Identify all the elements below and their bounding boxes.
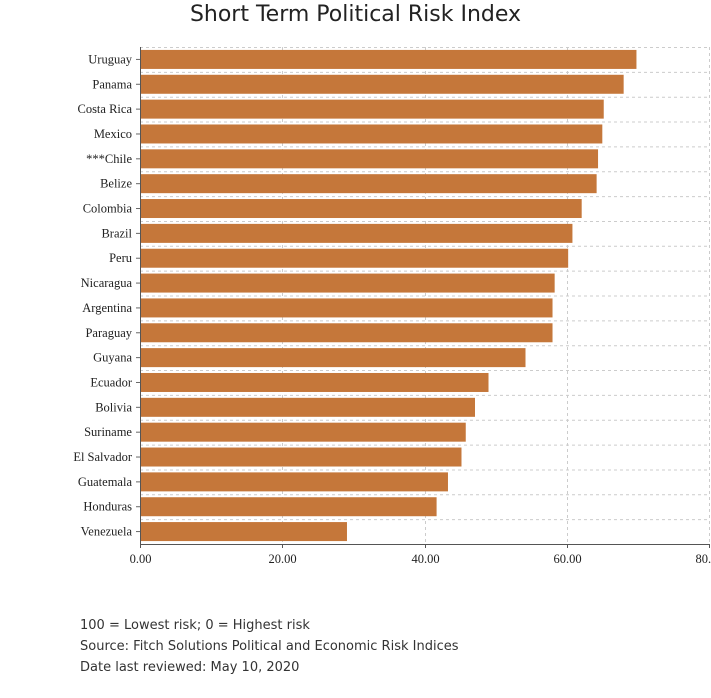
bar [140, 273, 555, 293]
category-label: Belize [100, 177, 132, 191]
bar [140, 124, 603, 144]
category-label: Ecuador [90, 375, 132, 389]
bar [140, 298, 553, 318]
category-label: El Salvador [73, 450, 133, 464]
bar [140, 174, 597, 194]
bar [140, 422, 466, 442]
category-label: Peru [109, 251, 133, 265]
category-label: Suriname [84, 425, 132, 439]
note-scale: 100 = Lowest risk; 0 = Highest risk [80, 618, 310, 633]
chart-title: Short Term Political Risk Index [189, 2, 522, 27]
category-label: Brazil [101, 226, 132, 240]
category-label: Mexico [94, 127, 132, 141]
category-label: Uruguay [88, 52, 132, 66]
note-source: Source: Fitch Solutions Political and Ec… [80, 639, 459, 654]
bar [140, 447, 462, 467]
category-label: Honduras [83, 500, 132, 514]
x-tick-label: 20.00 [268, 552, 296, 566]
category-label: Colombia [83, 202, 133, 216]
bar [140, 472, 448, 492]
x-tick-label: 60.00 [553, 552, 581, 566]
category-label: Nicaragua [81, 276, 133, 290]
x-tick-label: 80.00 [695, 552, 711, 566]
bar-chart: Uruguay Panama Costa Rica Mexico ***Chile Bel… [73, 47, 711, 566]
category-label: Venezuela [81, 525, 133, 539]
note-date: Date last reviewed: May 10, 2020 [80, 660, 300, 675]
x-tick-label: 40.00 [411, 552, 439, 566]
chart-notes: 100 = Lowest risk; 0 = Highest risk Sour… [80, 615, 459, 678]
bar [140, 323, 553, 343]
bar [140, 522, 347, 542]
category-label: Guyana [93, 351, 132, 365]
category-label: Panama [92, 77, 132, 91]
bar [140, 397, 475, 417]
bar [140, 199, 582, 219]
bar [140, 74, 624, 94]
category-label: Costa Rica [77, 102, 132, 116]
bar [140, 497, 437, 517]
bar [140, 149, 599, 169]
bar [140, 49, 637, 69]
bar [140, 223, 573, 243]
bar [140, 372, 489, 392]
x-tick-label: 0.00 [130, 552, 152, 566]
category-label: Argentina [82, 301, 132, 315]
category-label: Bolivia [95, 400, 132, 414]
category-label: ***Chile [86, 152, 132, 166]
bar [140, 348, 526, 368]
category-label: Paraguay [85, 326, 132, 340]
bar [140, 248, 569, 268]
bar [140, 99, 604, 119]
category-label: Guatemala [78, 475, 133, 489]
